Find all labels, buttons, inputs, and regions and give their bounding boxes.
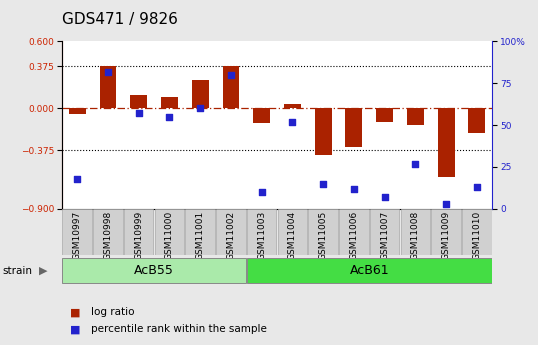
Point	[442, 201, 450, 206]
Text: ▶: ▶	[39, 266, 47, 276]
Bar	[69, 108, 86, 114]
Bar	[407, 108, 424, 125]
FancyBboxPatch shape	[247, 209, 277, 255]
Text: GSM11006: GSM11006	[349, 211, 358, 260]
Bar	[223, 66, 239, 108]
Text: GSM10998: GSM10998	[103, 211, 112, 260]
Bar	[192, 80, 209, 108]
FancyBboxPatch shape	[370, 209, 399, 255]
FancyBboxPatch shape	[401, 209, 430, 255]
Point	[411, 161, 420, 166]
FancyBboxPatch shape	[278, 209, 307, 255]
Bar	[438, 108, 455, 177]
Bar	[284, 104, 301, 108]
Point	[226, 72, 235, 78]
Text: percentile rank within the sample: percentile rank within the sample	[91, 325, 267, 334]
Point	[472, 184, 481, 190]
Point	[257, 189, 266, 195]
Text: GSM11008: GSM11008	[411, 211, 420, 260]
Text: GSM11000: GSM11000	[165, 211, 174, 260]
Text: GSM10997: GSM10997	[73, 211, 82, 260]
Text: AcB61: AcB61	[350, 264, 389, 277]
FancyBboxPatch shape	[155, 209, 184, 255]
Text: GSM11004: GSM11004	[288, 211, 297, 260]
Point	[380, 194, 389, 200]
Point	[104, 69, 112, 74]
Text: GSM11007: GSM11007	[380, 211, 389, 260]
Bar	[253, 108, 270, 123]
Point	[73, 176, 82, 181]
FancyBboxPatch shape	[247, 258, 492, 283]
Text: GSM11003: GSM11003	[257, 211, 266, 260]
Bar	[345, 108, 363, 147]
Point	[319, 181, 328, 186]
FancyBboxPatch shape	[93, 209, 123, 255]
Text: strain: strain	[3, 266, 33, 276]
Text: GSM10999: GSM10999	[134, 211, 143, 260]
Bar	[100, 66, 116, 108]
Point	[350, 186, 358, 191]
Text: AcB55: AcB55	[134, 264, 174, 277]
Bar	[469, 108, 485, 133]
Text: GSM11001: GSM11001	[196, 211, 205, 260]
FancyBboxPatch shape	[339, 209, 369, 255]
FancyBboxPatch shape	[186, 209, 215, 255]
FancyBboxPatch shape	[62, 209, 92, 255]
Bar	[376, 108, 393, 122]
FancyBboxPatch shape	[62, 258, 246, 283]
Text: GSM11005: GSM11005	[318, 211, 328, 260]
FancyBboxPatch shape	[216, 209, 246, 255]
Point	[134, 111, 143, 116]
Text: GSM11002: GSM11002	[226, 211, 236, 260]
FancyBboxPatch shape	[431, 209, 461, 255]
Bar	[315, 108, 331, 155]
FancyBboxPatch shape	[462, 209, 492, 255]
Text: GSM11010: GSM11010	[472, 211, 482, 260]
Text: GSM11009: GSM11009	[442, 211, 451, 260]
FancyBboxPatch shape	[124, 209, 153, 255]
FancyBboxPatch shape	[308, 209, 338, 255]
Point	[165, 114, 174, 119]
Text: ■: ■	[70, 307, 81, 317]
Point	[288, 119, 297, 125]
Text: ■: ■	[70, 325, 81, 334]
Point	[196, 106, 204, 111]
Text: log ratio: log ratio	[91, 307, 135, 317]
Text: GDS471 / 9826: GDS471 / 9826	[62, 12, 178, 27]
Bar	[130, 95, 147, 108]
Bar	[161, 97, 178, 108]
